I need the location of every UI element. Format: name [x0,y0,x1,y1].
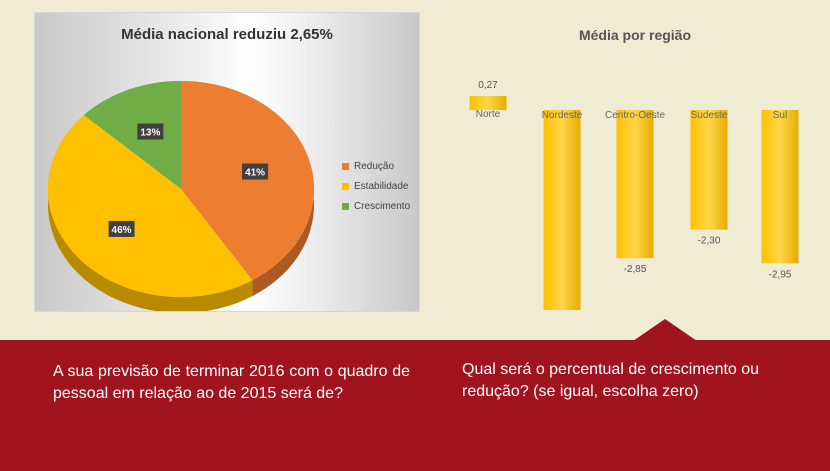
question-headcount: A sua previsão de terminar 2016 com o qu… [53,363,410,402]
pie-chart-title: Média nacional reduziu 2,65% [121,26,333,43]
legend-item-estabilidade: Estabilidade [342,176,410,196]
bar-nordeste [543,110,581,310]
category-label-sudeste: Sudeste [691,110,728,121]
category-label-centro-oeste: Centro-Oeste [605,110,665,121]
svg-text:46%: 46% [112,225,132,236]
legend-label-crescimento: Crescimento [354,200,411,212]
legend-label-estabilidade: Estabilidade [354,180,409,192]
value-label-norte: 0,27 [478,80,498,91]
bar-chart: Norte0,27Nordeste-4,40Centro-Oeste-2,85S… [469,80,799,310]
question-band [0,340,830,471]
legend-label-reducao: Redução [354,160,395,172]
legend-item-crescimento: Crescimento [342,196,410,216]
svg-text:13%: 13% [140,128,160,139]
legend-swatch-estabilidade [342,182,349,190]
svg-text:41%: 41% [245,168,265,179]
legend-swatch-reducao [342,162,349,170]
bar-chart-title: Média por região [578,27,692,43]
pie-slice-crescimento [84,81,181,189]
bar-norte [469,95,507,110]
pie-chart-panel: Média nacional reduziu 2,65% 41% 46% 13% R… [34,12,420,312]
pie-legend: Redução Estabilidade Crescimento [342,156,410,216]
pie-slice-reducao [181,80,315,281]
category-label-sul: Sul [773,110,787,121]
pie-slice-estabilidade [47,115,253,298]
value-label-sul: -2,95 [769,269,792,280]
pie-data-label-crescimento: 13% [137,123,164,140]
pie-data-label-reducao: 41% [242,163,269,180]
bar-sul [761,110,799,264]
legend-swatch-crescimento [342,202,349,210]
category-label-nordeste: Nordeste [542,110,583,121]
legend-item-reducao: Redução [342,156,410,176]
pie-data-label-estabilidade: 46% [108,220,135,237]
pie-chart: 41% 46% 13% [47,80,315,311]
bar-sudeste [690,110,728,230]
bar-centro-oeste [616,110,654,259]
value-label-sudeste: -2,30 [698,236,721,247]
category-label-norte: Norte [476,109,501,120]
value-label-centro-oeste: -2,85 [624,264,647,275]
question-percentage: Qual será o percentual de crescimento ou… [462,361,760,400]
